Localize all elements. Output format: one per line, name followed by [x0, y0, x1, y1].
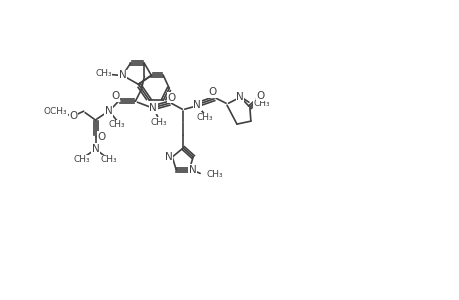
Text: CH₃: CH₃ — [95, 69, 112, 78]
Text: O: O — [167, 93, 175, 103]
Text: N: N — [188, 165, 196, 175]
Text: O: O — [97, 132, 106, 142]
Text: O: O — [256, 91, 264, 101]
Text: N: N — [118, 70, 126, 80]
Text: N: N — [193, 100, 201, 110]
Text: CH₃: CH₃ — [150, 118, 166, 127]
Text: O: O — [207, 87, 216, 97]
Text: O: O — [69, 111, 78, 121]
Text: N: N — [164, 152, 172, 162]
Text: CH₃: CH₃ — [100, 155, 117, 164]
Text: CH₃: CH₃ — [206, 170, 222, 179]
Text: N: N — [105, 106, 112, 116]
Text: CH₃: CH₃ — [73, 155, 90, 164]
Text: CH₃: CH₃ — [253, 99, 270, 108]
Text: CH₃: CH₃ — [196, 113, 213, 122]
Text: N: N — [149, 103, 157, 113]
Text: OCH₃: OCH₃ — [44, 107, 67, 116]
Text: O: O — [111, 91, 119, 101]
Text: N: N — [91, 144, 99, 154]
Text: N: N — [235, 92, 243, 102]
Text: CH₃: CH₃ — [108, 120, 124, 129]
